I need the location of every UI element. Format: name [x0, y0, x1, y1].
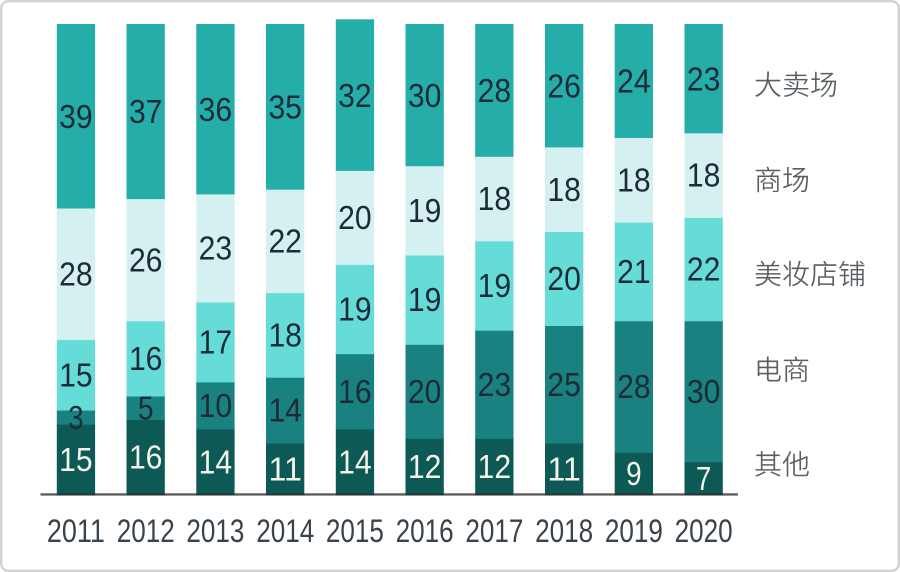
- svg-text:39: 39: [59, 98, 93, 135]
- svg-text:2018: 2018: [535, 513, 593, 549]
- svg-text:28: 28: [478, 72, 512, 109]
- svg-text:30: 30: [687, 373, 721, 410]
- svg-text:2012: 2012: [117, 513, 175, 549]
- svg-text:19: 19: [408, 192, 442, 229]
- svg-text:18: 18: [617, 161, 651, 198]
- svg-text:19: 19: [478, 267, 512, 304]
- svg-text:11: 11: [268, 450, 302, 487]
- svg-text:2013: 2013: [186, 513, 244, 549]
- svg-text:22: 22: [687, 251, 721, 288]
- svg-text:2020: 2020: [675, 513, 733, 549]
- svg-text:22: 22: [268, 223, 302, 260]
- svg-text:2016: 2016: [396, 513, 454, 549]
- svg-text:19: 19: [338, 291, 372, 328]
- svg-text:23: 23: [199, 230, 233, 267]
- svg-text:14: 14: [199, 443, 233, 480]
- svg-text:20: 20: [408, 373, 442, 410]
- svg-text:9: 9: [626, 455, 642, 492]
- svg-text:2014: 2014: [256, 513, 314, 549]
- svg-text:30: 30: [408, 77, 442, 114]
- svg-text:14: 14: [268, 392, 302, 429]
- svg-text:19: 19: [408, 281, 442, 318]
- svg-text:36: 36: [199, 91, 233, 128]
- svg-text:18: 18: [687, 157, 721, 194]
- svg-text:16: 16: [338, 373, 372, 410]
- svg-text:35: 35: [268, 89, 302, 126]
- svg-text:7: 7: [696, 460, 712, 497]
- svg-text:28: 28: [617, 368, 651, 405]
- svg-text:20: 20: [338, 199, 372, 236]
- svg-text:2019: 2019: [605, 513, 663, 549]
- svg-text:20: 20: [547, 260, 581, 297]
- svg-text:10: 10: [199, 387, 233, 424]
- svg-text:2017: 2017: [465, 513, 523, 549]
- svg-text:18: 18: [268, 317, 302, 354]
- svg-text:23: 23: [687, 60, 721, 97]
- svg-text:37: 37: [129, 93, 163, 130]
- svg-text:2011: 2011: [47, 513, 105, 549]
- svg-text:23: 23: [478, 366, 512, 403]
- svg-text:17: 17: [199, 324, 233, 361]
- svg-text:5: 5: [138, 389, 154, 426]
- svg-text:32: 32: [338, 77, 372, 114]
- svg-text:14: 14: [338, 443, 372, 480]
- svg-text:11: 11: [547, 450, 581, 487]
- svg-text:12: 12: [408, 448, 442, 485]
- svg-text:25: 25: [547, 366, 581, 403]
- svg-text:24: 24: [617, 63, 651, 100]
- svg-text:16: 16: [129, 439, 163, 476]
- svg-text:3: 3: [68, 399, 84, 436]
- svg-text:15: 15: [59, 356, 93, 393]
- svg-text:18: 18: [478, 180, 512, 217]
- svg-text:26: 26: [547, 67, 581, 104]
- svg-text:18: 18: [547, 171, 581, 208]
- svg-text:26: 26: [129, 241, 163, 278]
- svg-text:2015: 2015: [326, 513, 384, 549]
- svg-text:16: 16: [129, 340, 163, 377]
- svg-text:15: 15: [59, 441, 93, 478]
- svg-text:28: 28: [59, 255, 93, 292]
- svg-text:21: 21: [617, 253, 651, 290]
- svg-text:12: 12: [478, 448, 512, 485]
